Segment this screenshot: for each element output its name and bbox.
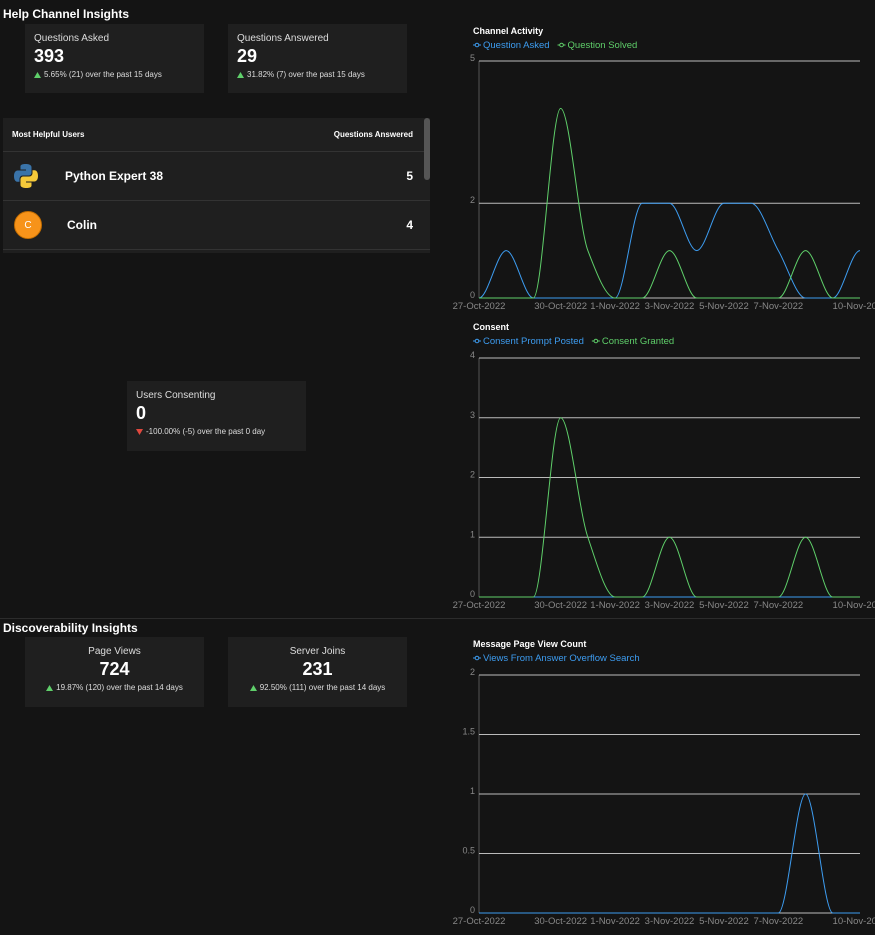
- stat-change: 19.87% (120) over the past 14 days: [34, 683, 195, 692]
- legend-label: Question Solved: [568, 40, 638, 51]
- y-tick-label: 0: [470, 589, 475, 599]
- legend-label: Consent Prompt Posted: [483, 336, 584, 347]
- x-tick-label: 5-Nov-2022: [699, 301, 749, 312]
- change-text: 92.50% (111) over the past 14 days: [259, 683, 386, 692]
- x-tick-label: 7-Nov-2022: [754, 301, 804, 312]
- y-tick-label: 0.5: [462, 846, 475, 856]
- stat-value: 0: [136, 403, 147, 423]
- section-title: Help Channel Insights: [3, 7, 130, 21]
- series-line: [478, 202, 861, 299]
- legend-icon: [474, 655, 480, 661]
- stat-card: Server Joins 231 92.50% (111) over the p…: [228, 637, 407, 707]
- y-tick-label: 3: [470, 410, 475, 420]
- y-tick-label: 1.5: [462, 727, 475, 737]
- stat-label: Questions Answered: [237, 33, 329, 44]
- table-header: Most Helpful Users Questions Answered: [3, 118, 430, 152]
- y-tick-label: 2: [470, 667, 475, 677]
- stat-change: 92.50% (111) over the past 14 days: [237, 683, 398, 692]
- series-line: [479, 793, 860, 914]
- python-avatar: [14, 164, 38, 188]
- x-tick-label: 27-Oct-2022: [453, 301, 506, 312]
- stat-value: 29: [237, 46, 258, 66]
- x-tick-label: 1-Nov-2022: [590, 301, 640, 312]
- x-tick-label: 1-Nov-2022: [590, 916, 640, 927]
- x-tick-label: 5-Nov-2022: [699, 916, 749, 927]
- y-tick-label: 5: [470, 53, 475, 63]
- change-text: 31.82% (7) over the past 15 days: [247, 70, 365, 79]
- stat-value: 393: [34, 46, 65, 66]
- up-arrow: [237, 71, 244, 78]
- avatar: C: [14, 211, 42, 239]
- user-name: Python Expert 38: [65, 169, 164, 183]
- chart-title: Message Page View Count: [473, 639, 586, 649]
- stat-label: Users Consenting: [136, 390, 216, 401]
- section-title: Discoverability Insights: [3, 621, 138, 635]
- chart-title: Consent: [473, 322, 509, 332]
- change-text: 19.87% (120) over the past 14 days: [56, 683, 183, 692]
- stat-label: Server Joins: [289, 646, 346, 657]
- y-tick-label: 0: [470, 290, 475, 300]
- x-tick-label: 7-Nov-2022: [754, 600, 804, 611]
- stat-label: Questions Asked: [34, 33, 110, 44]
- legend-label: Question Asked: [483, 40, 550, 51]
- stat-value: 231: [302, 659, 333, 679]
- x-tick-label: 30-Oct-2022: [534, 301, 587, 312]
- y-tick-label: 0: [470, 905, 475, 915]
- stat-value: 724: [99, 659, 130, 679]
- x-tick-label: 5-Nov-2022: [699, 600, 749, 611]
- series-line: [478, 107, 860, 299]
- x-tick-label: 30-Oct-2022: [534, 600, 587, 611]
- x-tick-label: 27-Oct-2022: [453, 600, 506, 611]
- x-tick-label: 10-Nov-2022: [833, 916, 875, 927]
- up-arrow: [34, 71, 41, 78]
- stat-card: Users Consenting 0 -100.00% (-5) over th…: [127, 381, 306, 451]
- x-tick-label: 10-Nov-2022: [833, 301, 875, 312]
- x-tick-label: 3-Nov-2022: [645, 600, 695, 611]
- y-tick-label: 1: [470, 786, 475, 796]
- x-tick-label: 3-Nov-2022: [645, 301, 695, 312]
- x-tick-label: 10-Nov-2022: [833, 600, 875, 611]
- stat-card: Page Views 724 19.87% (120) over the pas…: [25, 637, 204, 707]
- user-count: 4: [406, 218, 413, 232]
- legend-icon: [474, 338, 480, 344]
- x-tick-label: 27-Oct-2022: [453, 916, 506, 927]
- user-name: Colin: [67, 218, 97, 232]
- up-arrow: [249, 684, 257, 691]
- user-count: 5: [406, 169, 413, 183]
- y-tick-label: 2: [470, 470, 475, 480]
- chart-title: Channel Activity: [473, 26, 543, 36]
- divider: [0, 618, 875, 619]
- x-tick-label: 7-Nov-2022: [754, 916, 804, 927]
- x-tick-label: 3-Nov-2022: [645, 916, 695, 927]
- y-tick-label: 1: [470, 529, 475, 539]
- helpful-users-table: Most Helpful Users Questions Answered Py…: [3, 118, 430, 253]
- down-arrow: [136, 428, 143, 435]
- legend-icon: [559, 42, 564, 48]
- stat-change: -100.00% (-5) over the past 0 day: [136, 427, 297, 436]
- series-line: [478, 417, 860, 598]
- legend-icon: [593, 338, 599, 344]
- table-row[interactable]: C Colin 4: [3, 201, 430, 250]
- stat-card: Questions Answered 29 31.82% (7) over th…: [228, 24, 407, 93]
- stat-change: 5.65% (21) over the past 15 days: [34, 70, 195, 79]
- table-row[interactable]: Python Expert 38 5: [3, 152, 430, 201]
- legend-icon: [474, 42, 480, 48]
- up-arrow: [46, 684, 54, 691]
- legend-label: Consent Granted: [602, 336, 674, 347]
- y-tick-label: 4: [470, 350, 475, 360]
- y-tick-label: 2: [470, 195, 475, 205]
- stat-change: 31.82% (7) over the past 15 days: [237, 70, 398, 79]
- legend-label: Views From Answer Overflow Search: [483, 653, 640, 664]
- stat-card: Questions Asked 393 5.65% (21) over the …: [25, 24, 204, 93]
- header-cell: Questions Answered: [333, 130, 413, 139]
- header-cell: Most Helpful Users: [12, 130, 85, 139]
- scrollbar[interactable]: [424, 118, 430, 180]
- change-text: 5.65% (21) over the past 15 days: [44, 70, 162, 79]
- change-text: -100.00% (-5) over the past 0 day: [146, 427, 266, 436]
- x-tick-label: 1-Nov-2022: [590, 600, 640, 611]
- stat-label: Page Views: [88, 646, 141, 657]
- x-tick-label: 30-Oct-2022: [534, 916, 587, 927]
